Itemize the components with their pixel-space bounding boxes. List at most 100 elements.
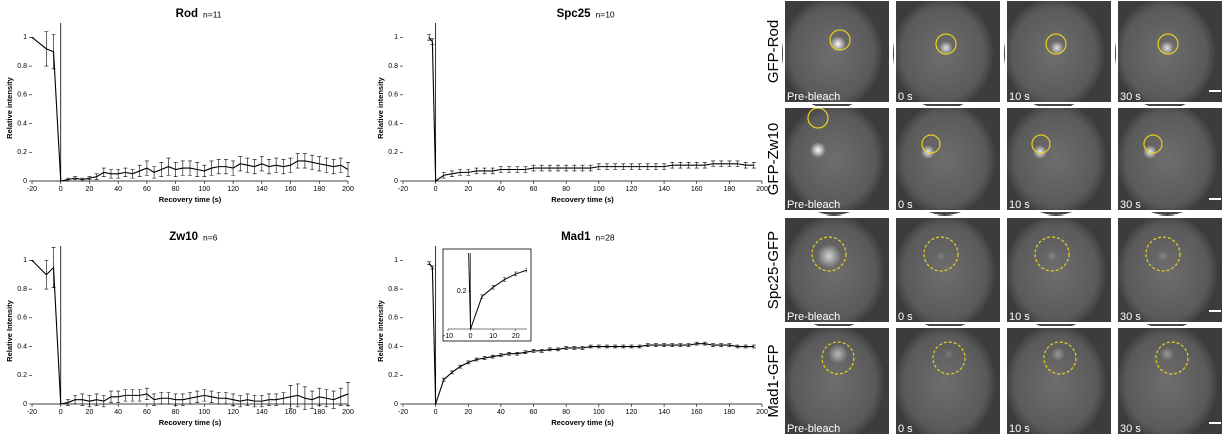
tile-edge xyxy=(1116,106,1223,212)
y-axis-label: Relative Intensity xyxy=(5,299,14,362)
bleach-roi xyxy=(1031,134,1051,154)
timepoint-label: 0 s xyxy=(898,311,913,323)
fluorescence xyxy=(1160,41,1174,55)
y-tick-label: 0.4 xyxy=(388,120,398,127)
cell xyxy=(895,215,995,329)
x-tick-label: 200 xyxy=(756,409,768,416)
fluorescence xyxy=(1033,145,1047,159)
inset-error-bar xyxy=(465,147,468,151)
x-tick-label: 180 xyxy=(313,409,325,416)
tile-edge xyxy=(1116,326,1223,435)
tile-edge xyxy=(783,106,891,212)
inset-error-bar xyxy=(717,251,720,255)
x-tick-label: 80 xyxy=(562,409,570,416)
bleach-roi xyxy=(935,33,957,55)
x-tick-label: 40 xyxy=(114,409,122,416)
cell xyxy=(1006,215,1106,329)
y-tick-label: 0.4 xyxy=(388,343,398,350)
fluorescence xyxy=(1160,347,1174,361)
cell xyxy=(782,0,882,109)
bleach-roi xyxy=(1034,236,1070,272)
bleach-roi xyxy=(1043,341,1077,375)
inset-error-bar xyxy=(627,255,630,259)
inset-error-bar xyxy=(751,251,754,255)
bleach-roi xyxy=(921,134,941,154)
fluorescence xyxy=(828,344,848,364)
inset-error-bar xyxy=(582,261,585,265)
x-tick-label: 0 xyxy=(434,186,438,193)
timepoint-label: 0 s xyxy=(898,199,913,211)
bleach-roi xyxy=(1155,341,1189,375)
x-axis-label: Recovery time (s) xyxy=(159,418,222,427)
cell xyxy=(895,325,995,435)
inset-error-bar xyxy=(729,251,732,255)
chart-title: Mad1 xyxy=(561,231,591,243)
y-tick-label: 0 xyxy=(23,178,27,185)
x-tick-label: 140 xyxy=(658,186,670,193)
tile-edge xyxy=(894,106,1002,212)
x-tick-label: -20 xyxy=(27,186,37,193)
cell xyxy=(784,325,884,435)
x-tick-label: 120 xyxy=(626,186,638,193)
x-tick-label: 20 xyxy=(86,409,94,416)
error-bar xyxy=(751,162,756,169)
y-tick-label: 0 xyxy=(23,401,27,408)
bleach-roi xyxy=(1145,236,1181,272)
inset-error-bar xyxy=(672,253,675,257)
inset-line xyxy=(468,253,527,329)
y-tick-label: 1 xyxy=(394,257,398,264)
bleach-roi xyxy=(932,341,966,375)
fluorescence xyxy=(1046,250,1058,262)
x-axis-label: Recovery time (s) xyxy=(551,418,614,427)
x-tick-label: 140 xyxy=(658,409,670,416)
timepoint-label: Pre-bleach xyxy=(787,423,840,435)
x-tick-label: 80 xyxy=(172,186,180,193)
x-tick-label: 20 xyxy=(86,186,94,193)
tile-edge xyxy=(894,326,1002,435)
y-tick-label: 1 xyxy=(23,34,27,41)
x-tick-label: 200 xyxy=(756,186,768,193)
y-tick-label: 0.6 xyxy=(17,315,27,322)
bleach-roi xyxy=(923,236,959,272)
cell xyxy=(784,103,884,215)
fluorescence xyxy=(944,349,954,359)
y-tick-label: 0.4 xyxy=(17,343,27,350)
cell xyxy=(784,215,884,329)
chart-subtitle: n=11 xyxy=(203,9,222,19)
y-axis-label: Relative intensity xyxy=(376,299,385,362)
x-tick-label: 0 xyxy=(59,409,63,416)
timepoint-label: Pre-bleach xyxy=(787,91,840,103)
inset-error-bar xyxy=(650,253,653,257)
x-tick-label: 60 xyxy=(530,186,538,193)
x-tick-label: 120 xyxy=(227,186,239,193)
inset-error-bar xyxy=(559,263,562,267)
x-tick-label: 160 xyxy=(691,409,703,416)
timepoint-label: Pre-bleach xyxy=(787,199,840,211)
x-tick-label: 100 xyxy=(593,409,605,416)
x-tick-label: 160 xyxy=(691,186,703,193)
y-axis-label: Relative intensity xyxy=(376,76,385,139)
bleach-roi xyxy=(1157,33,1179,55)
x-axis-label: Recovery time (s) xyxy=(551,195,614,204)
tile-edge xyxy=(783,0,891,104)
error-bar xyxy=(427,34,432,41)
error-bar xyxy=(751,344,756,349)
cell xyxy=(1117,215,1217,329)
y-tick-label: 0.6 xyxy=(388,92,398,99)
tile-edge xyxy=(783,216,891,324)
x-tick-label: 140 xyxy=(256,409,268,416)
cell xyxy=(1006,103,1106,215)
data-line xyxy=(31,259,349,405)
x-tick-label: 100 xyxy=(199,186,211,193)
x-tick-label: 20 xyxy=(464,186,472,193)
x-tick-label: 60 xyxy=(143,409,151,416)
inset-x-tick-label: 20 xyxy=(512,333,520,340)
chart-subtitle: n=10 xyxy=(596,9,615,19)
timepoint-label: 30 s xyxy=(1120,91,1141,103)
data-line xyxy=(31,36,349,182)
bleach-roi xyxy=(1143,134,1163,154)
x-tick-label: 100 xyxy=(199,409,211,416)
tile-edge xyxy=(1005,216,1113,324)
inset-frame xyxy=(442,248,532,342)
timepoint-label: 0 s xyxy=(898,91,913,103)
